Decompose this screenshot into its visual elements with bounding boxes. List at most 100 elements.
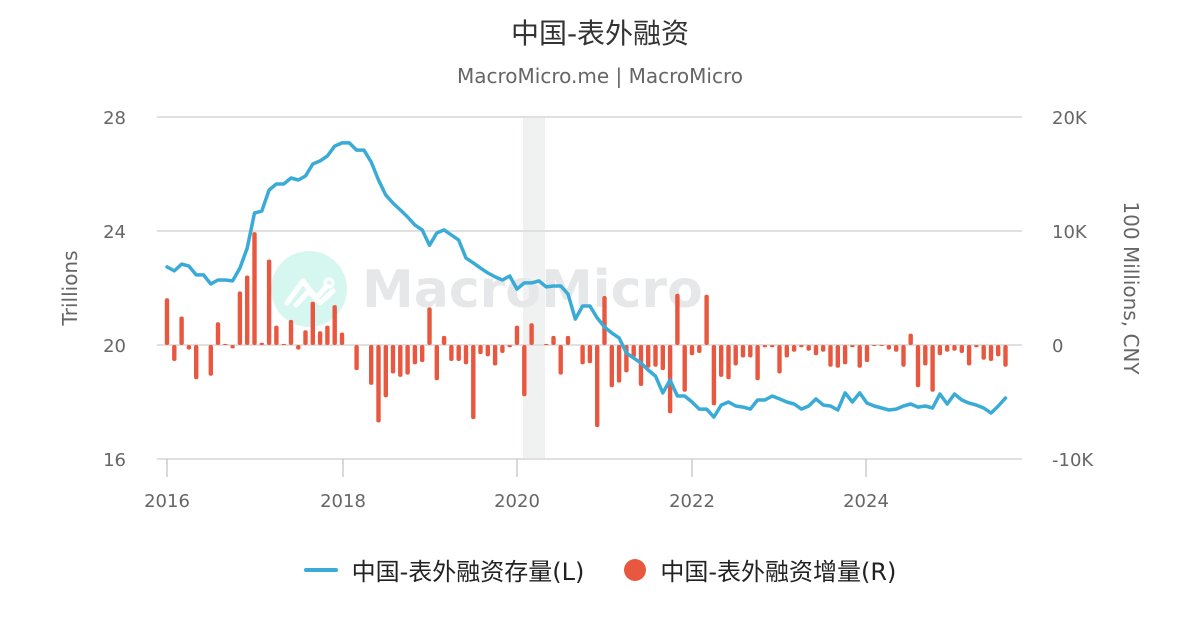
bar [799,345,804,348]
bar [660,345,665,371]
bar [237,291,243,345]
bar [835,345,840,368]
bar [558,345,563,375]
bar [274,325,279,345]
bar [529,323,534,345]
bar [595,345,600,428]
bar [332,305,337,345]
bar [646,345,651,368]
right-tick: 10K [1052,222,1088,243]
bar [565,335,571,345]
bar [478,345,483,355]
bar [908,333,913,345]
bar [310,301,315,345]
bar [996,345,1001,357]
bar [828,345,833,367]
bar [609,345,614,388]
bar [842,345,848,365]
bar [857,345,862,368]
bar [259,342,264,345]
bar [230,345,235,349]
right-tick: -10K [1052,450,1094,471]
bar [492,345,498,366]
bar [981,345,986,360]
bar [420,345,425,363]
bar [485,345,490,357]
right-axis: 20K 10K 0 -10K 100 Millions, CNY [1052,108,1143,471]
bar [500,345,505,353]
bar [376,345,381,423]
bar [952,345,957,351]
bar [704,294,709,345]
watermark: MacroMicro [271,251,703,327]
bar [164,298,170,345]
bar [850,345,855,348]
x-tick: 2020 [494,491,540,512]
bar [172,345,177,361]
bar [901,345,906,367]
bar [864,345,870,363]
bar [813,345,819,356]
bar [762,345,768,348]
bar [689,345,695,356]
legend-item-increment[interactable]: 中国-表外融资增量(R) [624,552,896,587]
bar [974,345,979,348]
line-marker-icon [303,567,338,572]
bar [821,345,826,352]
bar-series-increment [164,232,1008,428]
bar [930,345,935,392]
left-tick: 16 [103,450,126,471]
left-tick: 28 [103,108,126,129]
x-tick: 2022 [669,491,715,512]
bar [317,331,323,345]
bar [208,345,213,376]
left-tick: 24 [103,222,126,243]
watermark-text: MacroMicro [362,260,703,320]
legend-label: 中国-表外融资存量(L) [351,558,585,586]
bar [784,345,789,358]
bar [631,345,636,358]
bar [580,345,585,365]
x-tick: 2018 [320,491,366,512]
bar [441,335,447,345]
bar [682,345,687,392]
bar [923,345,928,366]
bar [303,330,308,345]
bar [616,345,622,383]
bar [215,322,221,345]
legend-item-stock[interactable]: 中国-表外融资存量(L) [303,552,585,587]
gridlines [157,116,1022,460]
bar [471,345,476,420]
right-axis-title: 100 Millions, CNY [1119,201,1143,375]
bar [770,345,775,348]
bar [412,345,418,365]
bar [733,345,738,366]
right-tick: 0 [1052,336,1063,357]
x-tick-marks [166,459,867,477]
bar [398,345,403,377]
bar [266,259,272,345]
bar [427,307,432,345]
bar [791,345,797,352]
bar [288,319,294,345]
bar [1003,345,1008,367]
right-tick: 20K [1052,108,1088,129]
bar [507,345,512,348]
chart-subtitle: MacroMicro.me | MacroMicro [457,64,743,88]
bar [252,232,257,345]
legend: 中国-表外融资存量(L) 中国-表外融资增量(R) [0,552,1200,587]
bar [937,345,943,356]
bar [179,316,184,345]
bar [296,345,301,350]
bar [638,345,644,386]
bar [697,345,702,353]
bar [711,345,717,406]
bar [194,345,199,380]
x-tick: 2024 [843,491,889,512]
bar [514,325,520,345]
bar [354,345,359,371]
x-tick: 2016 [144,491,190,512]
bar [653,345,658,367]
bar [551,335,556,345]
